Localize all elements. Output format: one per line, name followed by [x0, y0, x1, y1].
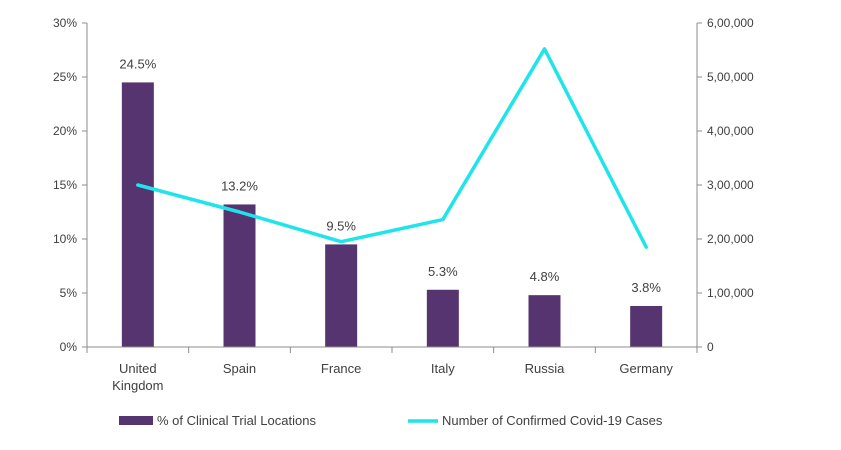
bar-data-label: 3.8%: [631, 280, 661, 295]
y-right-tick-label: 2,00,000: [707, 232, 754, 246]
series-line: [136, 47, 648, 249]
x-tick-label: Russia: [525, 361, 566, 376]
bars-layer: 24.5% 13.2% 9.5% 5.3% 4.8% 3.8%: [119, 56, 663, 348]
y-left-tick-label: 25%: [53, 70, 77, 84]
y-right-tick-label: 4,00,000: [707, 124, 754, 138]
x-tick-label: United Kingdom: [112, 361, 163, 393]
y-right-tick-label: 5,00,000: [707, 70, 754, 84]
bar: [325, 244, 358, 347]
legend: % of Clinical Trial Locations Number of C…: [119, 413, 663, 428]
bar-data-label: 24.5%: [119, 56, 156, 71]
line-point: [441, 218, 445, 222]
legend-line-label: Number of Confirmed Covid-19 Cases: [442, 413, 663, 428]
bar: [528, 295, 561, 347]
y-right-tick-label: 1,00,000: [707, 286, 754, 300]
line-point: [136, 183, 140, 187]
y-right-tick-label: 3,00,000: [707, 178, 754, 192]
y-left-tick-label: 10%: [53, 232, 77, 246]
x-tick-label: Germany: [619, 361, 673, 376]
x-tick-label: Spain: [223, 361, 256, 376]
line-layer: [136, 47, 648, 249]
line-point: [238, 210, 241, 214]
y-left-tick-label: 30%: [53, 16, 77, 30]
bar: [426, 289, 459, 347]
x-tick-label: France: [321, 361, 361, 376]
axes-layer: 0% 5% 10% 15% 20% 25% 30% 0 1,00,000 2,00,000 3,00…: [53, 16, 754, 393]
y-left-tick-label: 15%: [53, 178, 77, 192]
line-point: [644, 245, 648, 249]
line-point: [543, 47, 546, 51]
bar: [121, 82, 154, 348]
bar: [630, 305, 663, 347]
bar-data-label: 5.3%: [428, 264, 458, 279]
legend-bar-swatch: [119, 416, 153, 425]
y-left-tick-label: 5%: [60, 286, 78, 300]
y-left-tick-label: 0%: [60, 340, 78, 354]
legend-bar-label: % of Clinical Trial Locations: [157, 413, 316, 428]
x-tick-label: Italy: [431, 361, 455, 376]
line-point: [339, 240, 343, 244]
y-right-tick-label: 0: [707, 340, 714, 354]
bar-data-label: 4.8%: [530, 269, 560, 284]
bar-data-label: 13.2%: [221, 178, 258, 193]
bar-data-label: 9.5%: [326, 218, 356, 233]
y-left-tick-label: 20%: [53, 124, 77, 138]
bar: [223, 204, 256, 347]
y-right-tick-label: 6,00,000: [707, 16, 754, 30]
